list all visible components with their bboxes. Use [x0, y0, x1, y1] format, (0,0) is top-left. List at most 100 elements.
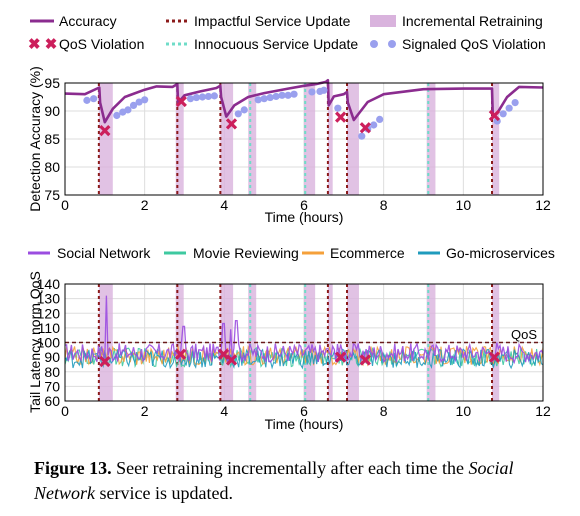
figure-13: Accuracy ✖ ✖ QoS Violation Impactful Ser…	[27, 13, 555, 432]
signaled-qos-point-25	[334, 104, 342, 112]
legend-movie-reviewing-label: Movie Reviewing	[193, 245, 299, 261]
signaled-qos-point-12	[210, 92, 218, 100]
figure-caption: Figure 13. Seer retraining incrementally…	[34, 456, 564, 506]
p2-ytick-7: 130	[37, 291, 61, 307]
signaled-qos-point-9	[192, 93, 201, 102]
latency-qos-violation-marker-3-b	[225, 354, 238, 366]
p1-ytick-2: 85	[44, 131, 60, 147]
p1-retraining-band-4	[304, 83, 316, 195]
signaled-qos-point-10	[198, 93, 207, 101]
p2-xtick-2: 4	[220, 403, 228, 419]
latency-qos-violation-marker-5	[359, 354, 371, 366]
p1-ytick-4: 95	[44, 75, 60, 91]
p1-retraining-band-1	[175, 83, 184, 195]
accuracy-plot-frame	[64, 82, 544, 196]
signaled-qos-point-21	[290, 90, 298, 98]
legend-qos-violation-swatch: ✖ ✖	[28, 36, 57, 53]
qos-violation-marker-3-b	[335, 111, 347, 123]
latency-qos-violation-marker-6	[488, 351, 501, 363]
qos-violation-marker-4-b	[359, 122, 371, 134]
p2-ytick-3: 90	[44, 349, 60, 365]
p1-xtick-2: 4	[220, 197, 228, 213]
p2-retraining-band-4	[304, 284, 316, 401]
p1-ytick-3: 90	[44, 103, 60, 119]
p1-xtick-6: 12	[535, 197, 551, 213]
p1-retraining-band-8	[492, 83, 500, 195]
social-network-series-line	[64, 295, 544, 365]
signaled-qos-point-0	[83, 96, 91, 104]
caption-text-1: Seer retraining incrementally after each…	[111, 458, 469, 478]
p1-xtick-3: 6	[300, 197, 308, 213]
accuracy-plot: 0 2 4 6 8 10 12 75 80 85 90 95 Time (hours) Detecti…	[27, 66, 551, 225]
signaled-qos-point-4	[124, 106, 132, 114]
latency-x-axis-label: Time (hours)	[265, 416, 344, 432]
signaled-qos-point-24	[320, 86, 328, 94]
legend-signaled-swatch-2	[388, 40, 396, 48]
accuracy-y-axis-label: Detection Accuracy (%)	[27, 66, 43, 212]
p1-xtick-1: 2	[141, 197, 149, 213]
signaled-qos-point-18	[272, 92, 280, 101]
signaled-qos-point-20	[284, 91, 292, 99]
qos-violation-markers	[99, 95, 501, 137]
qos-violation-marker-3	[335, 111, 347, 123]
caption-text-2: service is updated.	[95, 483, 233, 503]
qos-violation-marker-2	[225, 118, 238, 130]
signaled-qos-point-16	[260, 95, 268, 103]
p2-retraining-band-3	[248, 284, 257, 401]
signaled-qos-point-28	[370, 121, 378, 129]
p2-xtick-0: 0	[61, 403, 69, 419]
latency-qos-violation-marker-1-b	[174, 348, 187, 360]
qos-violation-marker-5-b	[488, 109, 501, 122]
p1-retraining-band-3	[248, 83, 257, 195]
p2-ytick-6: 120	[37, 305, 61, 321]
latency-y-axis-label: Tail Latency norm QoS	[27, 271, 43, 413]
accuracy-x-axis-label: Time (hours)	[265, 209, 344, 225]
signaled-qos-point-1	[90, 95, 98, 103]
latency-qos-violation-marker-1	[174, 348, 187, 360]
latency-update-lines	[97, 284, 494, 401]
signaled-qos-point-8	[186, 95, 195, 103]
signaled-qos-point-6	[135, 98, 143, 106]
legend-signaled-swatch-1	[370, 40, 378, 48]
ecommerce-series-line	[64, 344, 544, 367]
p1-xtick-0: 0	[61, 197, 69, 213]
p1-retraining-band-5	[327, 83, 333, 195]
latency-qos-violation-marker-0	[99, 355, 111, 368]
legend-social-network-label: Social Network	[57, 245, 151, 261]
signaled-qos-point-11	[204, 92, 212, 101]
top-legend: Accuracy ✖ ✖ QoS Violation Impactful Ser…	[28, 13, 546, 53]
qos-violation-marker-5	[488, 109, 501, 122]
signaled-qos-point-14	[240, 106, 248, 114]
latency-qos-violation-marker-0-b	[99, 355, 111, 368]
latency-qos-violation-markers	[99, 348, 501, 368]
latency-qos-violation-marker-4-b	[335, 351, 347, 363]
p2-ytick-1: 70	[44, 378, 60, 394]
qos-violation-marker-1-b	[175, 95, 187, 108]
latency-series	[64, 295, 544, 370]
qos-violation-marker-0-b	[99, 124, 111, 137]
p1-retraining-band-6	[347, 83, 359, 195]
legend-impactful-label: Impactful Service Update	[194, 13, 351, 29]
p2-xtick-3: 6	[300, 403, 308, 419]
latency-qos-violation-marker-3	[225, 354, 238, 366]
p2-ytick-2: 80	[44, 364, 60, 380]
legend-innocuous-label: Innocuous Service Update	[194, 36, 358, 52]
legend-retraining-label: Incremental Retraining	[402, 13, 543, 29]
qos-violation-marker-4	[359, 122, 371, 134]
accuracy-series-line	[64, 78, 544, 124]
signaled-qos-point-31	[499, 110, 507, 118]
legend-accuracy-label: Accuracy	[59, 13, 117, 29]
signaled-qos-point-7	[141, 96, 149, 104]
latency-qos-violation-marker-6-b	[488, 351, 501, 363]
p2-xtick-5: 10	[456, 403, 472, 419]
signaled-qos-point-2	[113, 111, 121, 120]
legend-retraining-swatch	[370, 15, 396, 27]
signaled-qos-point-29	[376, 115, 384, 123]
qos-threshold-label: QoS	[511, 327, 537, 342]
p2-ytick-4: 100	[37, 335, 61, 351]
p2-xtick-6: 12	[535, 403, 551, 419]
signaled-qos-point-13	[234, 110, 242, 118]
p2-ytick-5: 110	[38, 320, 61, 336]
